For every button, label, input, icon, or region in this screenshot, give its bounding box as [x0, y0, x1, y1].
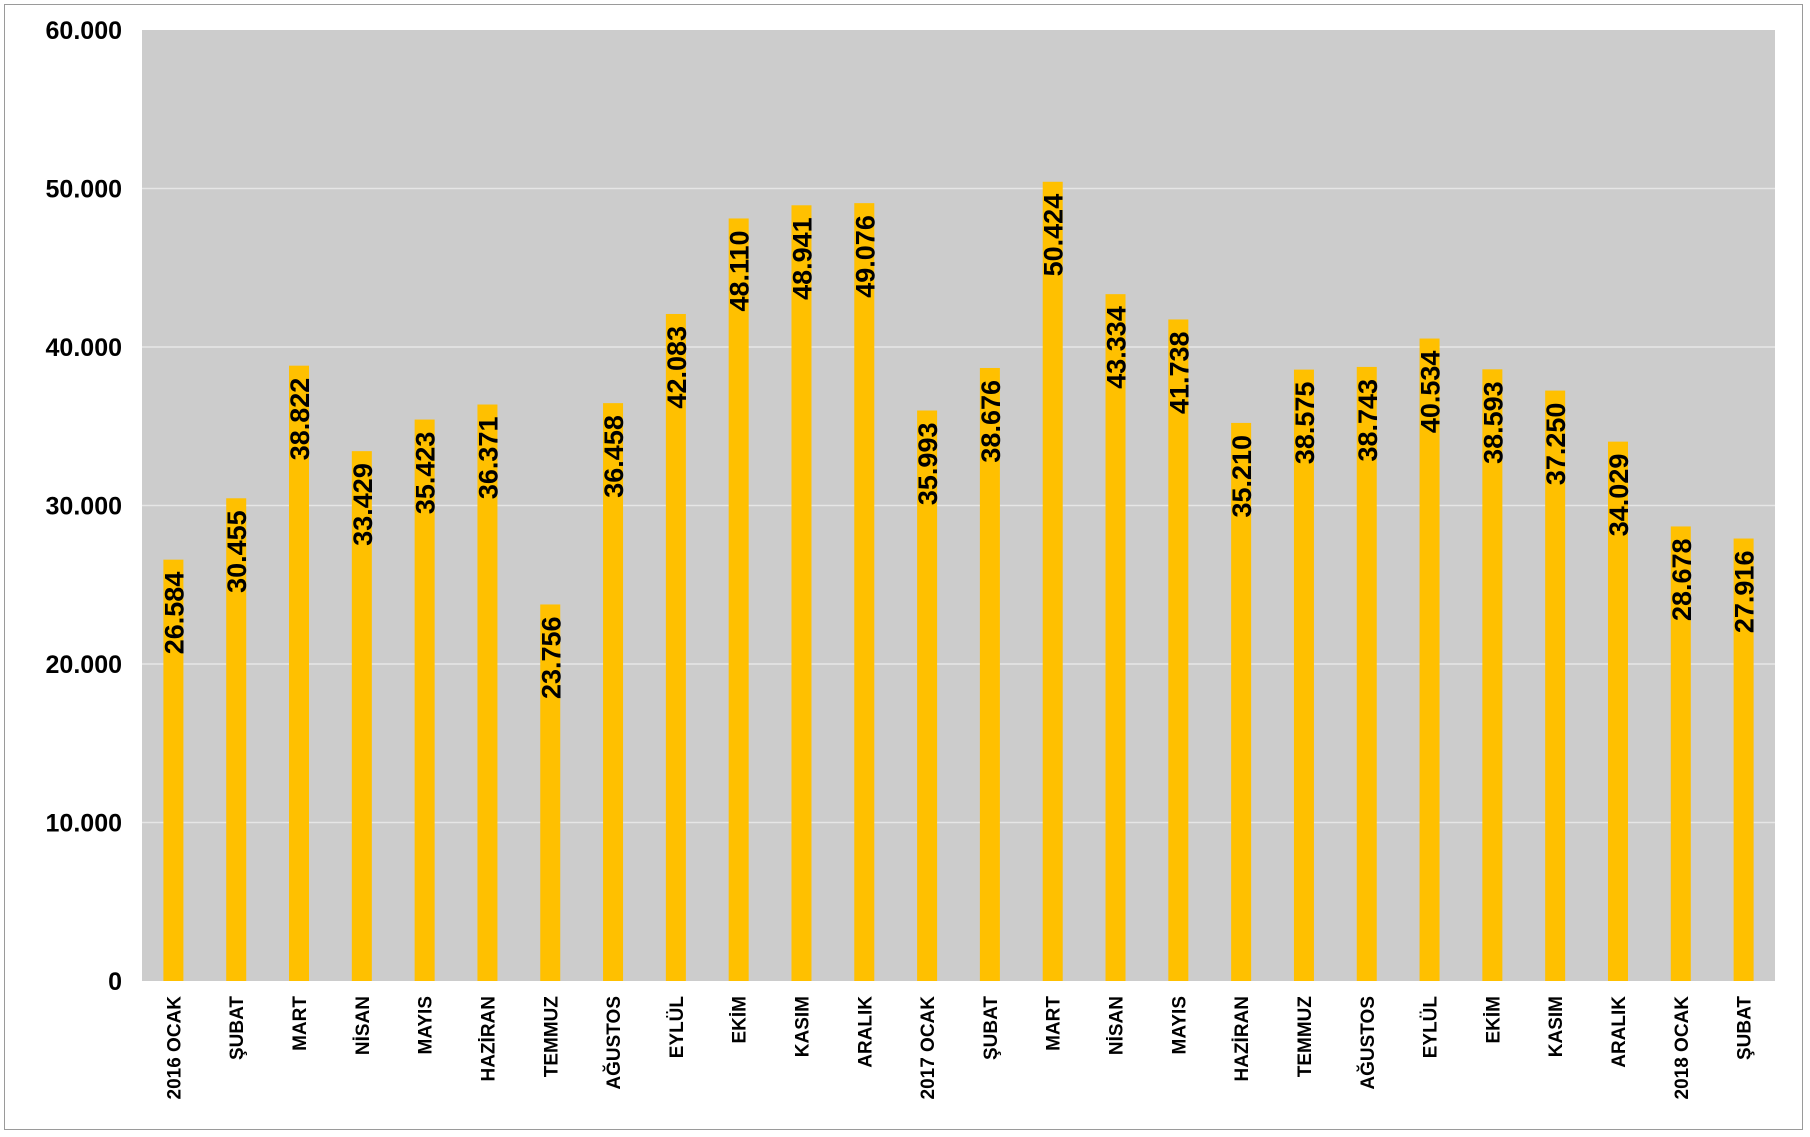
data-label: 40.534 [1416, 351, 1446, 434]
category-label: 2018 OCAK [1672, 996, 1693, 1100]
bar [477, 404, 498, 981]
bar [351, 451, 372, 981]
category-label: ŞUBAT [227, 996, 248, 1060]
data-label: 26.584 [159, 572, 189, 655]
data-label: 36.458 [599, 415, 629, 498]
data-label: 49.076 [850, 215, 880, 298]
category-label: TEMMUZ [541, 996, 562, 1078]
data-label: 34.029 [1604, 454, 1634, 537]
bar [665, 313, 686, 981]
category-label: NİSAN [1107, 996, 1128, 1055]
data-label: 38.575 [1290, 382, 1320, 465]
y-tick-label: 0 [108, 968, 122, 996]
category-label: AĞUSTOS [1357, 996, 1379, 1090]
data-label: 23.756 [536, 616, 566, 699]
category-label: AĞUSTOS [603, 996, 625, 1090]
category-label: EKİM [730, 996, 751, 1044]
category-label: 2016 OCAK [164, 996, 185, 1100]
bar [1231, 422, 1252, 981]
bar [1482, 369, 1503, 981]
data-label: 48.110 [725, 230, 755, 311]
data-label: 37.250 [1541, 403, 1571, 486]
category-label: 2017 OCAK [918, 996, 939, 1100]
bar [1733, 538, 1754, 981]
bar [1293, 369, 1314, 981]
y-tick-label: 30.000 [46, 493, 122, 521]
bar [1168, 319, 1189, 981]
category-label: MAYIS [1169, 996, 1190, 1054]
bar [1545, 390, 1566, 981]
bar [1419, 338, 1440, 981]
bar [1356, 366, 1377, 981]
y-tick-label: 20.000 [46, 651, 122, 679]
data-label: 42.083 [662, 326, 692, 409]
category-label: ARALIK [1609, 996, 1630, 1068]
category-label: EYLÜL [1421, 996, 1442, 1059]
data-labels: 26.584 30.455 38.822 33.429 35.423 36.371 23.7… [159, 194, 1759, 699]
category-label: HAZİRAN [1232, 996, 1253, 1082]
category-label: EYLÜL [667, 996, 688, 1059]
bar [979, 367, 1000, 981]
category-label: EKİM [1483, 996, 1504, 1044]
y-tick-label: 60.000 [46, 17, 122, 45]
category-label: ARALIK [855, 996, 876, 1068]
bar [1105, 294, 1126, 981]
category-label: NİSAN [353, 996, 374, 1055]
bars [163, 181, 1754, 982]
data-label: 38.743 [1353, 379, 1383, 462]
bar [414, 419, 435, 982]
bar [289, 365, 310, 982]
data-label: 33.429 [348, 463, 378, 546]
bar [791, 205, 812, 981]
data-label: 30.455 [222, 510, 252, 593]
data-label: 48.941 [787, 217, 817, 300]
x-axis-category-labels: 2016 OCAK ŞUBAT MART NİSAN MAYIS HAZİRAN TEMMU… [164, 996, 1755, 1100]
data-label: 50.424 [1039, 194, 1069, 277]
data-label: 43.334 [1102, 306, 1132, 389]
y-tick-label: 40.000 [46, 334, 122, 362]
category-label: TEMMUZ [1295, 996, 1316, 1078]
data-label: 27.916 [1730, 551, 1760, 634]
data-label: 38.822 [285, 378, 315, 461]
bar [163, 559, 184, 981]
bar [1042, 181, 1063, 981]
bar [226, 498, 247, 981]
bar [1670, 526, 1691, 981]
y-tick-label: 50.000 [46, 176, 122, 204]
bar [540, 604, 561, 981]
data-label: 35.993 [913, 423, 943, 506]
category-label: MAYIS [416, 996, 437, 1054]
bar-chart: 0 10.000 20.000 30.000 40.000 50.000 60.000 26… [46, 17, 1775, 1100]
data-label: 35.423 [411, 432, 441, 515]
y-axis-tick-labels: 0 10.000 20.000 30.000 40.000 50.000 60.000 [46, 17, 122, 996]
chart-frame: 0 10.000 20.000 30.000 40.000 50.000 60.000 26… [4, 4, 1803, 1130]
bar [728, 218, 749, 982]
data-label: 28.678 [1667, 538, 1697, 621]
data-label: 38.593 [1478, 381, 1508, 464]
bar [1607, 441, 1628, 981]
data-label: 35.210 [1227, 435, 1257, 518]
category-label: HAZİRAN [478, 996, 499, 1082]
category-label: MART [290, 996, 311, 1051]
data-label: 36.371 [473, 417, 503, 500]
category-label: KASIM [1546, 996, 1567, 1057]
category-label: KASIM [792, 996, 813, 1057]
category-label: ŞUBAT [981, 996, 1002, 1060]
bar [917, 410, 938, 981]
bar [603, 403, 624, 981]
gridlines [142, 187, 1775, 824]
category-label: ŞUBAT [1735, 996, 1756, 1060]
category-label: MART [1044, 996, 1065, 1051]
data-label: 41.738 [1164, 331, 1194, 414]
data-label: 38.676 [976, 380, 1006, 463]
bar [854, 203, 875, 982]
y-tick-label: 10.000 [46, 810, 122, 838]
